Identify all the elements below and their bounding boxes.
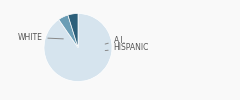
Wedge shape bbox=[44, 14, 112, 82]
Text: WHITE: WHITE bbox=[18, 33, 63, 42]
Text: A.I.: A.I. bbox=[105, 36, 126, 44]
Wedge shape bbox=[68, 14, 78, 48]
Wedge shape bbox=[59, 15, 78, 47]
Text: HISPANIC: HISPANIC bbox=[105, 43, 149, 52]
